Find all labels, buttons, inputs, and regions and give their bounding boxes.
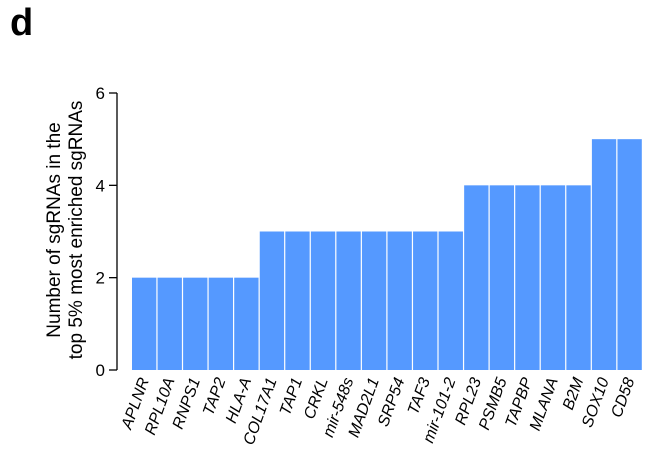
bar bbox=[183, 277, 208, 370]
x-tick-label: CD58 bbox=[608, 375, 638, 419]
x-tick-label: TAF3 bbox=[405, 375, 434, 417]
y-tick-label: 0 bbox=[96, 361, 105, 380]
x-tick-label: B2M bbox=[560, 375, 587, 412]
bar bbox=[489, 185, 515, 370]
bar bbox=[387, 231, 412, 370]
y-tick-label: 2 bbox=[96, 269, 105, 288]
bar bbox=[540, 185, 566, 370]
bar bbox=[617, 139, 642, 370]
bar bbox=[310, 231, 336, 370]
bar bbox=[285, 231, 310, 370]
bar bbox=[438, 231, 463, 370]
bars bbox=[132, 139, 642, 370]
bar bbox=[591, 139, 617, 370]
bar bbox=[259, 231, 285, 370]
bar bbox=[157, 277, 182, 370]
bar bbox=[515, 185, 540, 370]
y-axis-label-line1: Number of sgRNAs in the bbox=[44, 122, 65, 337]
bar bbox=[464, 185, 489, 370]
bar bbox=[413, 231, 438, 370]
x-tick-labels: APLNRRPL10ARNPS1TAP2HLA-ACOL17A1TAP1CRKL… bbox=[118, 375, 638, 447]
y-tick-label: 6 bbox=[96, 84, 105, 103]
bar bbox=[132, 277, 157, 370]
bar bbox=[361, 231, 387, 370]
panel-label: d bbox=[10, 2, 34, 44]
bar bbox=[566, 185, 591, 370]
y-tick-label: 4 bbox=[96, 176, 105, 195]
y-axis-label-line2: top 5% most enriched sgRNAs bbox=[66, 101, 87, 360]
bar bbox=[234, 277, 259, 370]
bar bbox=[208, 277, 233, 370]
bar bbox=[336, 231, 361, 370]
axes: 0 2 4 6 bbox=[96, 84, 118, 380]
